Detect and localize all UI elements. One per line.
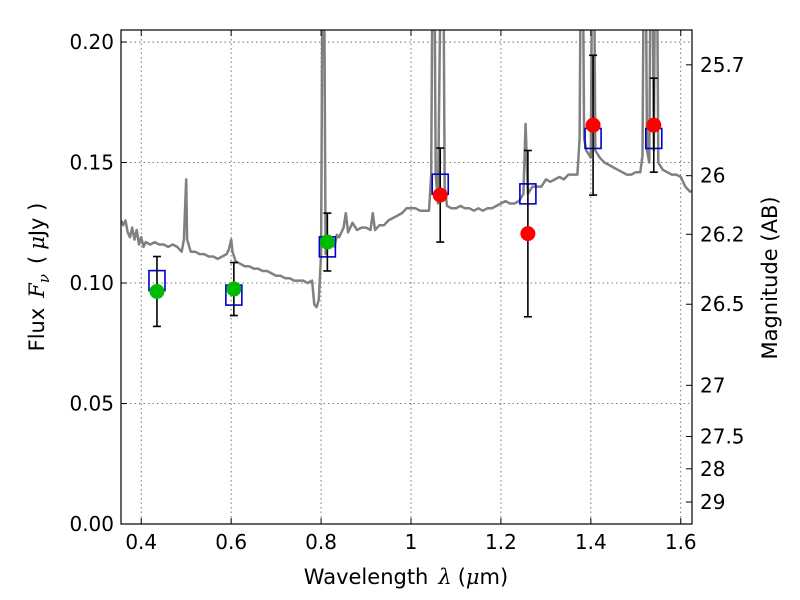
observed-nir-point — [585, 117, 601, 133]
axis-ticks: 0.4 0.6 0.8 1 1.2 1.4 1.6 0.00 0.05 0.10 0.15 0.20 2… — [69, 30, 745, 554]
y2-tick-label: 27.5 — [700, 425, 745, 449]
plot-frame — [120, 29, 693, 525]
y2-tick-label: 27 — [700, 373, 725, 397]
x-tick-label: 0.4 — [125, 530, 157, 554]
x-tick-label: 1.4 — [575, 530, 607, 554]
observed-nir-point — [432, 187, 448, 203]
y2-axis-label: Magnitude (AB) — [758, 196, 782, 359]
x-axis-label: Wavelength λ (μm) — [304, 565, 508, 589]
y-tick-label: 0.00 — [69, 512, 114, 536]
y-tick-label: 0.10 — [69, 271, 114, 295]
observed-nir-point — [520, 226, 536, 242]
y2-tick-label: 26 — [700, 164, 725, 188]
y2-tick-label: 26.5 — [700, 292, 745, 316]
y-tick-label: 0.05 — [69, 392, 114, 416]
y-axis-label: FluxFν(μJy ) — [25, 203, 53, 352]
observed-nir-point — [646, 117, 662, 133]
y2-tick-label: 28 — [700, 457, 725, 481]
x-tick-label: 1.2 — [485, 530, 517, 554]
observed-optical-point — [319, 234, 335, 250]
y2-tick-label: 29 — [700, 490, 725, 514]
y-tick-label: 0.20 — [69, 30, 114, 54]
y-tick-label: 0.15 — [69, 151, 114, 175]
y2-tick-label: 26.2 — [700, 222, 745, 246]
x-tick-label: 1.6 — [665, 530, 697, 554]
observed-optical-point — [226, 281, 242, 297]
plot-area — [121, 30, 692, 328]
spectrum-line — [121, 30, 692, 309]
y2-tick-label: 25.7 — [700, 53, 745, 77]
x-tick-label: 1 — [405, 530, 418, 554]
x-tick-label: 0.8 — [305, 530, 337, 554]
observed-optical-point — [149, 283, 165, 299]
x-tick-label: 0.6 — [215, 530, 247, 554]
